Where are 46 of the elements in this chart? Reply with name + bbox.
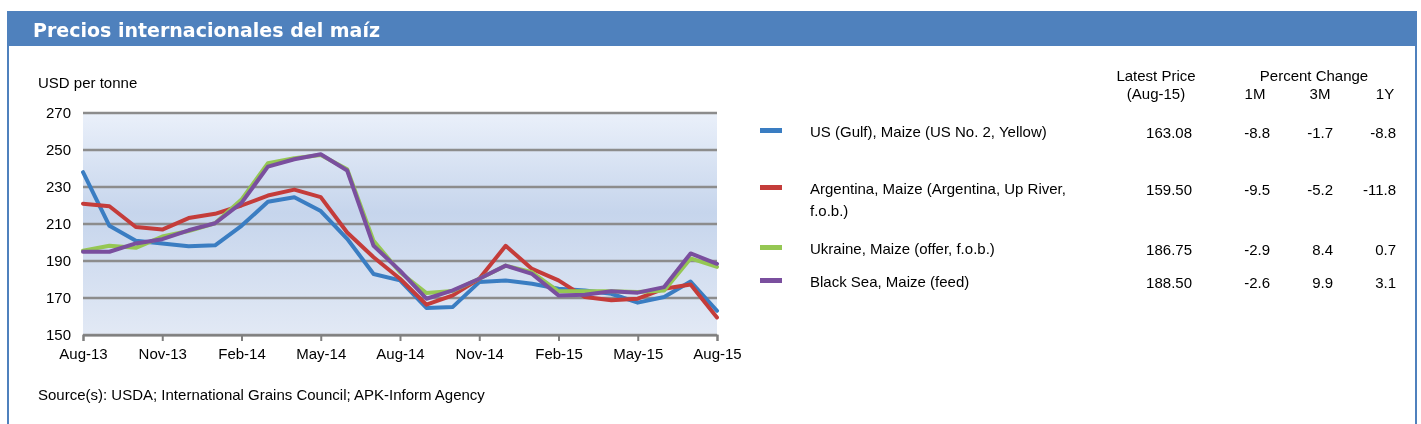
y-tick-label: 230 xyxy=(45,178,71,196)
text: 1Y xyxy=(1375,85,1395,102)
text: 163.08 xyxy=(1146,124,1192,141)
y-tick-label: 210 xyxy=(45,215,71,233)
legend-label: US (Gulf), Maize (US No. 2, Yellow) xyxy=(810,122,1047,140)
legend-label: Black Sea, Maize (feed) xyxy=(810,272,970,290)
x-tick-label: Nov-13 xyxy=(138,344,187,362)
x-tick-label: Feb-14 xyxy=(218,344,266,362)
text: -1.7 xyxy=(1307,124,1333,141)
y-tick-label: 250 xyxy=(45,141,71,159)
text: 188.50 xyxy=(1146,274,1192,291)
y-axis-title: USD per tonne xyxy=(38,74,138,91)
text: Percent Change xyxy=(1259,67,1369,84)
line-series xyxy=(81,187,719,320)
x-tick-label: May-15 xyxy=(613,344,664,362)
text: 8.4 xyxy=(1312,241,1333,258)
x-tick-label: Feb-15 xyxy=(535,344,583,362)
chart-title: Precios internacionales del maíz xyxy=(33,19,380,41)
source-note: Source(s): USDA; International Grains Council; APK-Inform Agency xyxy=(38,386,486,403)
text: 3M xyxy=(1309,85,1331,102)
text: Latest Price xyxy=(1116,67,1196,84)
text: -2.6 xyxy=(1244,274,1270,291)
text: -8.8 xyxy=(1244,124,1270,141)
legend-label: Argentina, Maize (Argentina, Up River, f.o.b.) xyxy=(810,179,1066,219)
text: -11.8 xyxy=(1362,181,1396,198)
text: 9.9 xyxy=(1312,274,1333,291)
text: 1M xyxy=(1244,85,1266,102)
y-tick-label: 270 xyxy=(45,104,71,122)
x-tick-label: Aug-13 xyxy=(59,344,108,362)
text: 0.7 xyxy=(1375,241,1396,258)
text: -8.8 xyxy=(1370,124,1396,141)
text: -9.5 xyxy=(1244,181,1270,198)
text: -2.9 xyxy=(1244,241,1270,258)
y-tick-label: 150 xyxy=(45,326,71,344)
x-tick-label: May-14 xyxy=(296,344,347,362)
x-tick-label: Aug-15 xyxy=(693,344,742,362)
x-tick-label: Nov-14 xyxy=(455,344,504,362)
text: 3.1 xyxy=(1375,274,1396,291)
y-tick-label: 190 xyxy=(45,252,71,270)
text: -5.2 xyxy=(1307,181,1333,198)
y-tick-label: 170 xyxy=(45,289,71,307)
text: 186.75 xyxy=(1146,241,1192,258)
text: 159.50 xyxy=(1146,181,1192,198)
legend-label: Ukraine, Maize (offer, f.o.b.) xyxy=(810,239,995,257)
x-tick-label: Aug-14 xyxy=(376,344,425,362)
text: (Aug-15) xyxy=(1126,85,1186,102)
